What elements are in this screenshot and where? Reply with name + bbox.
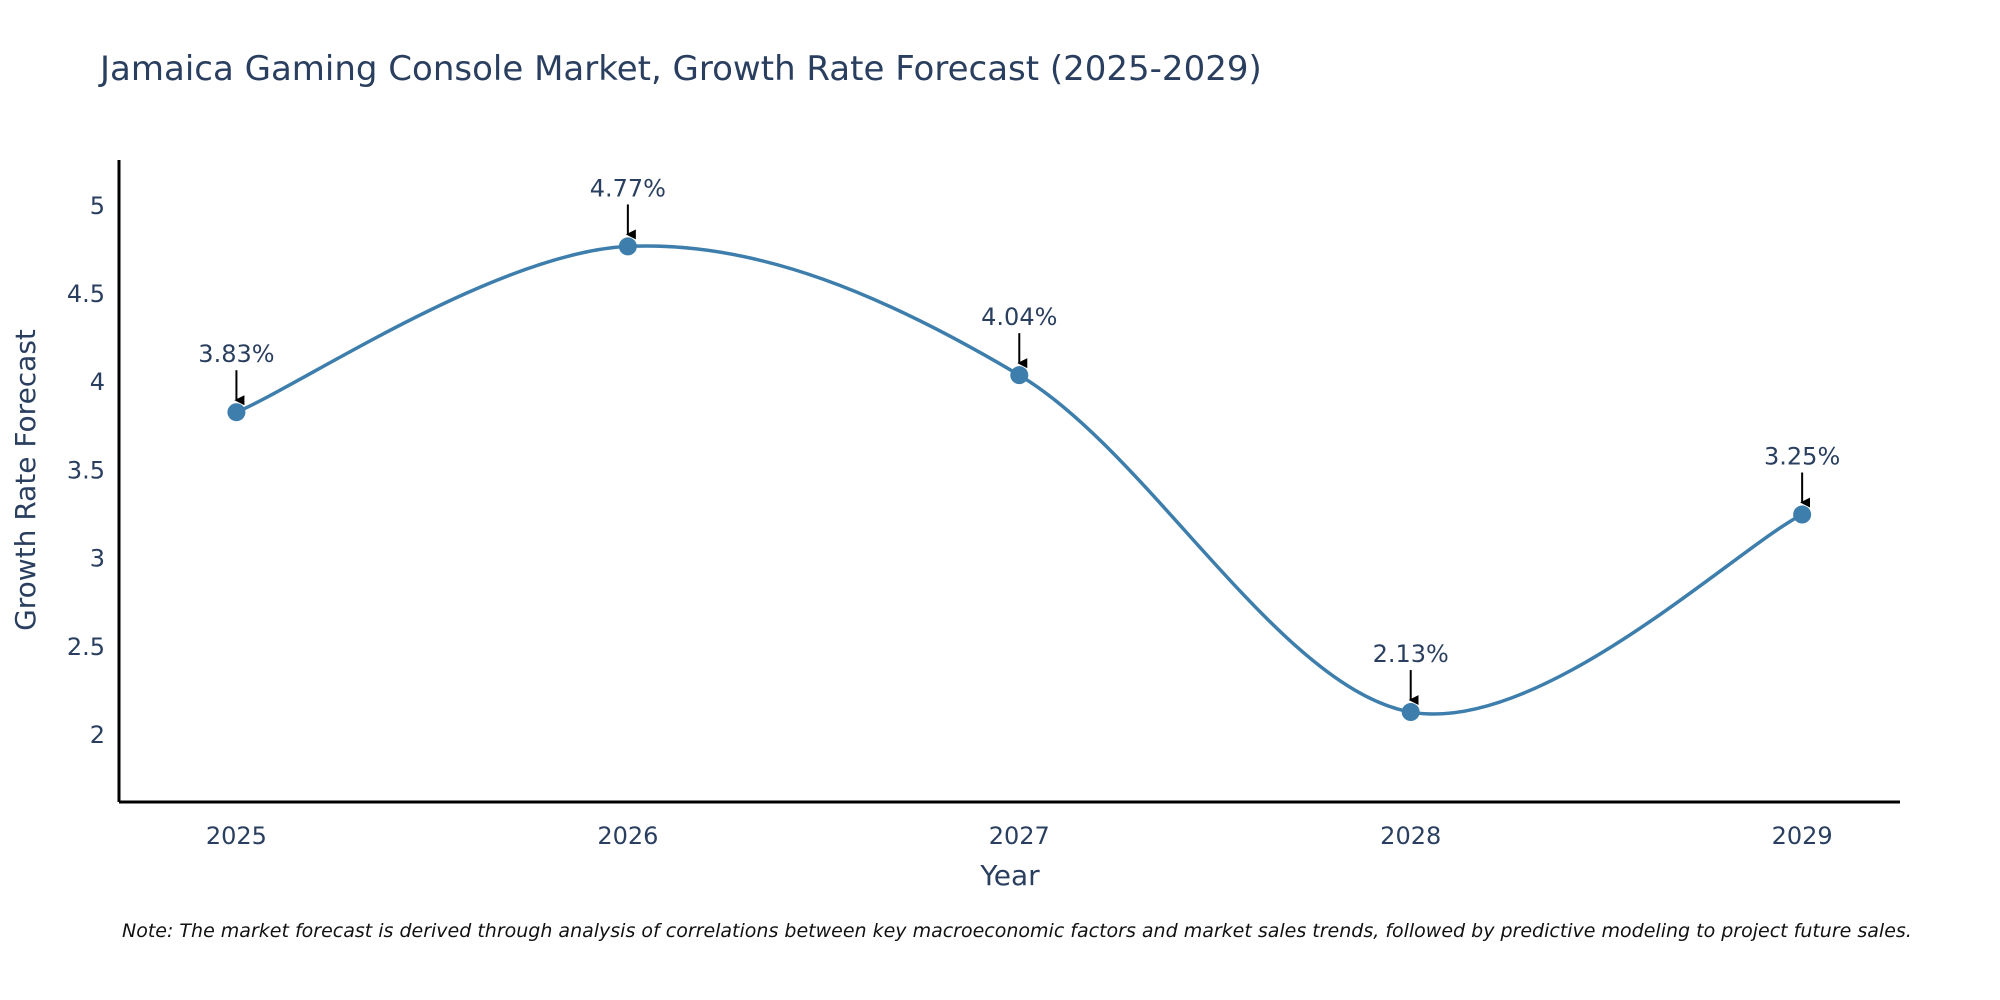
data-point[interactable] [1401, 703, 1420, 722]
series-line [235, 244, 1803, 716]
data-label: 3.83% [198, 340, 274, 368]
data-point[interactable] [227, 403, 246, 422]
footnote: Note: The market forecast is derived thr… [122, 920, 1912, 942]
data-label: 3.25% [1764, 443, 1840, 471]
y-tick-label: 2.5 [67, 633, 105, 661]
labels-layer: 3.83% 4.77% 4.04% 2.13% 3.25% [198, 174, 1840, 706]
y-tick-label: 3 [90, 545, 105, 573]
x-tick-label: 2026 [597, 822, 658, 850]
x-tick-label: 2027 [989, 822, 1050, 850]
y-tick-label: 4 [90, 368, 105, 396]
y-tick-label: 4.5 [67, 280, 105, 308]
data-point[interactable] [618, 237, 637, 256]
series-layer [227, 237, 1812, 722]
y-tick-label: 2 [90, 721, 105, 749]
chart-title: Jamaica Gaming Console Market, Growth Ra… [98, 49, 1262, 89]
y-tick-label: 3.5 [67, 456, 105, 484]
data-label: 4.04% [981, 303, 1057, 331]
axes-layer: 2 2.5 3 3.5 4 4.5 5 2025 2026 2027 2028 2029 [67, 160, 1900, 850]
data-label: 2.13% [1373, 640, 1449, 668]
y-axis-title: Growth Rate Forecast [9, 329, 42, 631]
x-tick-label: 2029 [1772, 822, 1833, 850]
data-point[interactable] [1793, 505, 1812, 524]
x-tick-label: 2025 [206, 822, 267, 850]
data-point[interactable] [1010, 366, 1029, 385]
x-axis-title: Year [979, 859, 1040, 892]
y-tick-label: 5 [90, 192, 105, 220]
data-label: 4.77% [590, 174, 666, 202]
x-tick-label: 2028 [1380, 822, 1441, 850]
